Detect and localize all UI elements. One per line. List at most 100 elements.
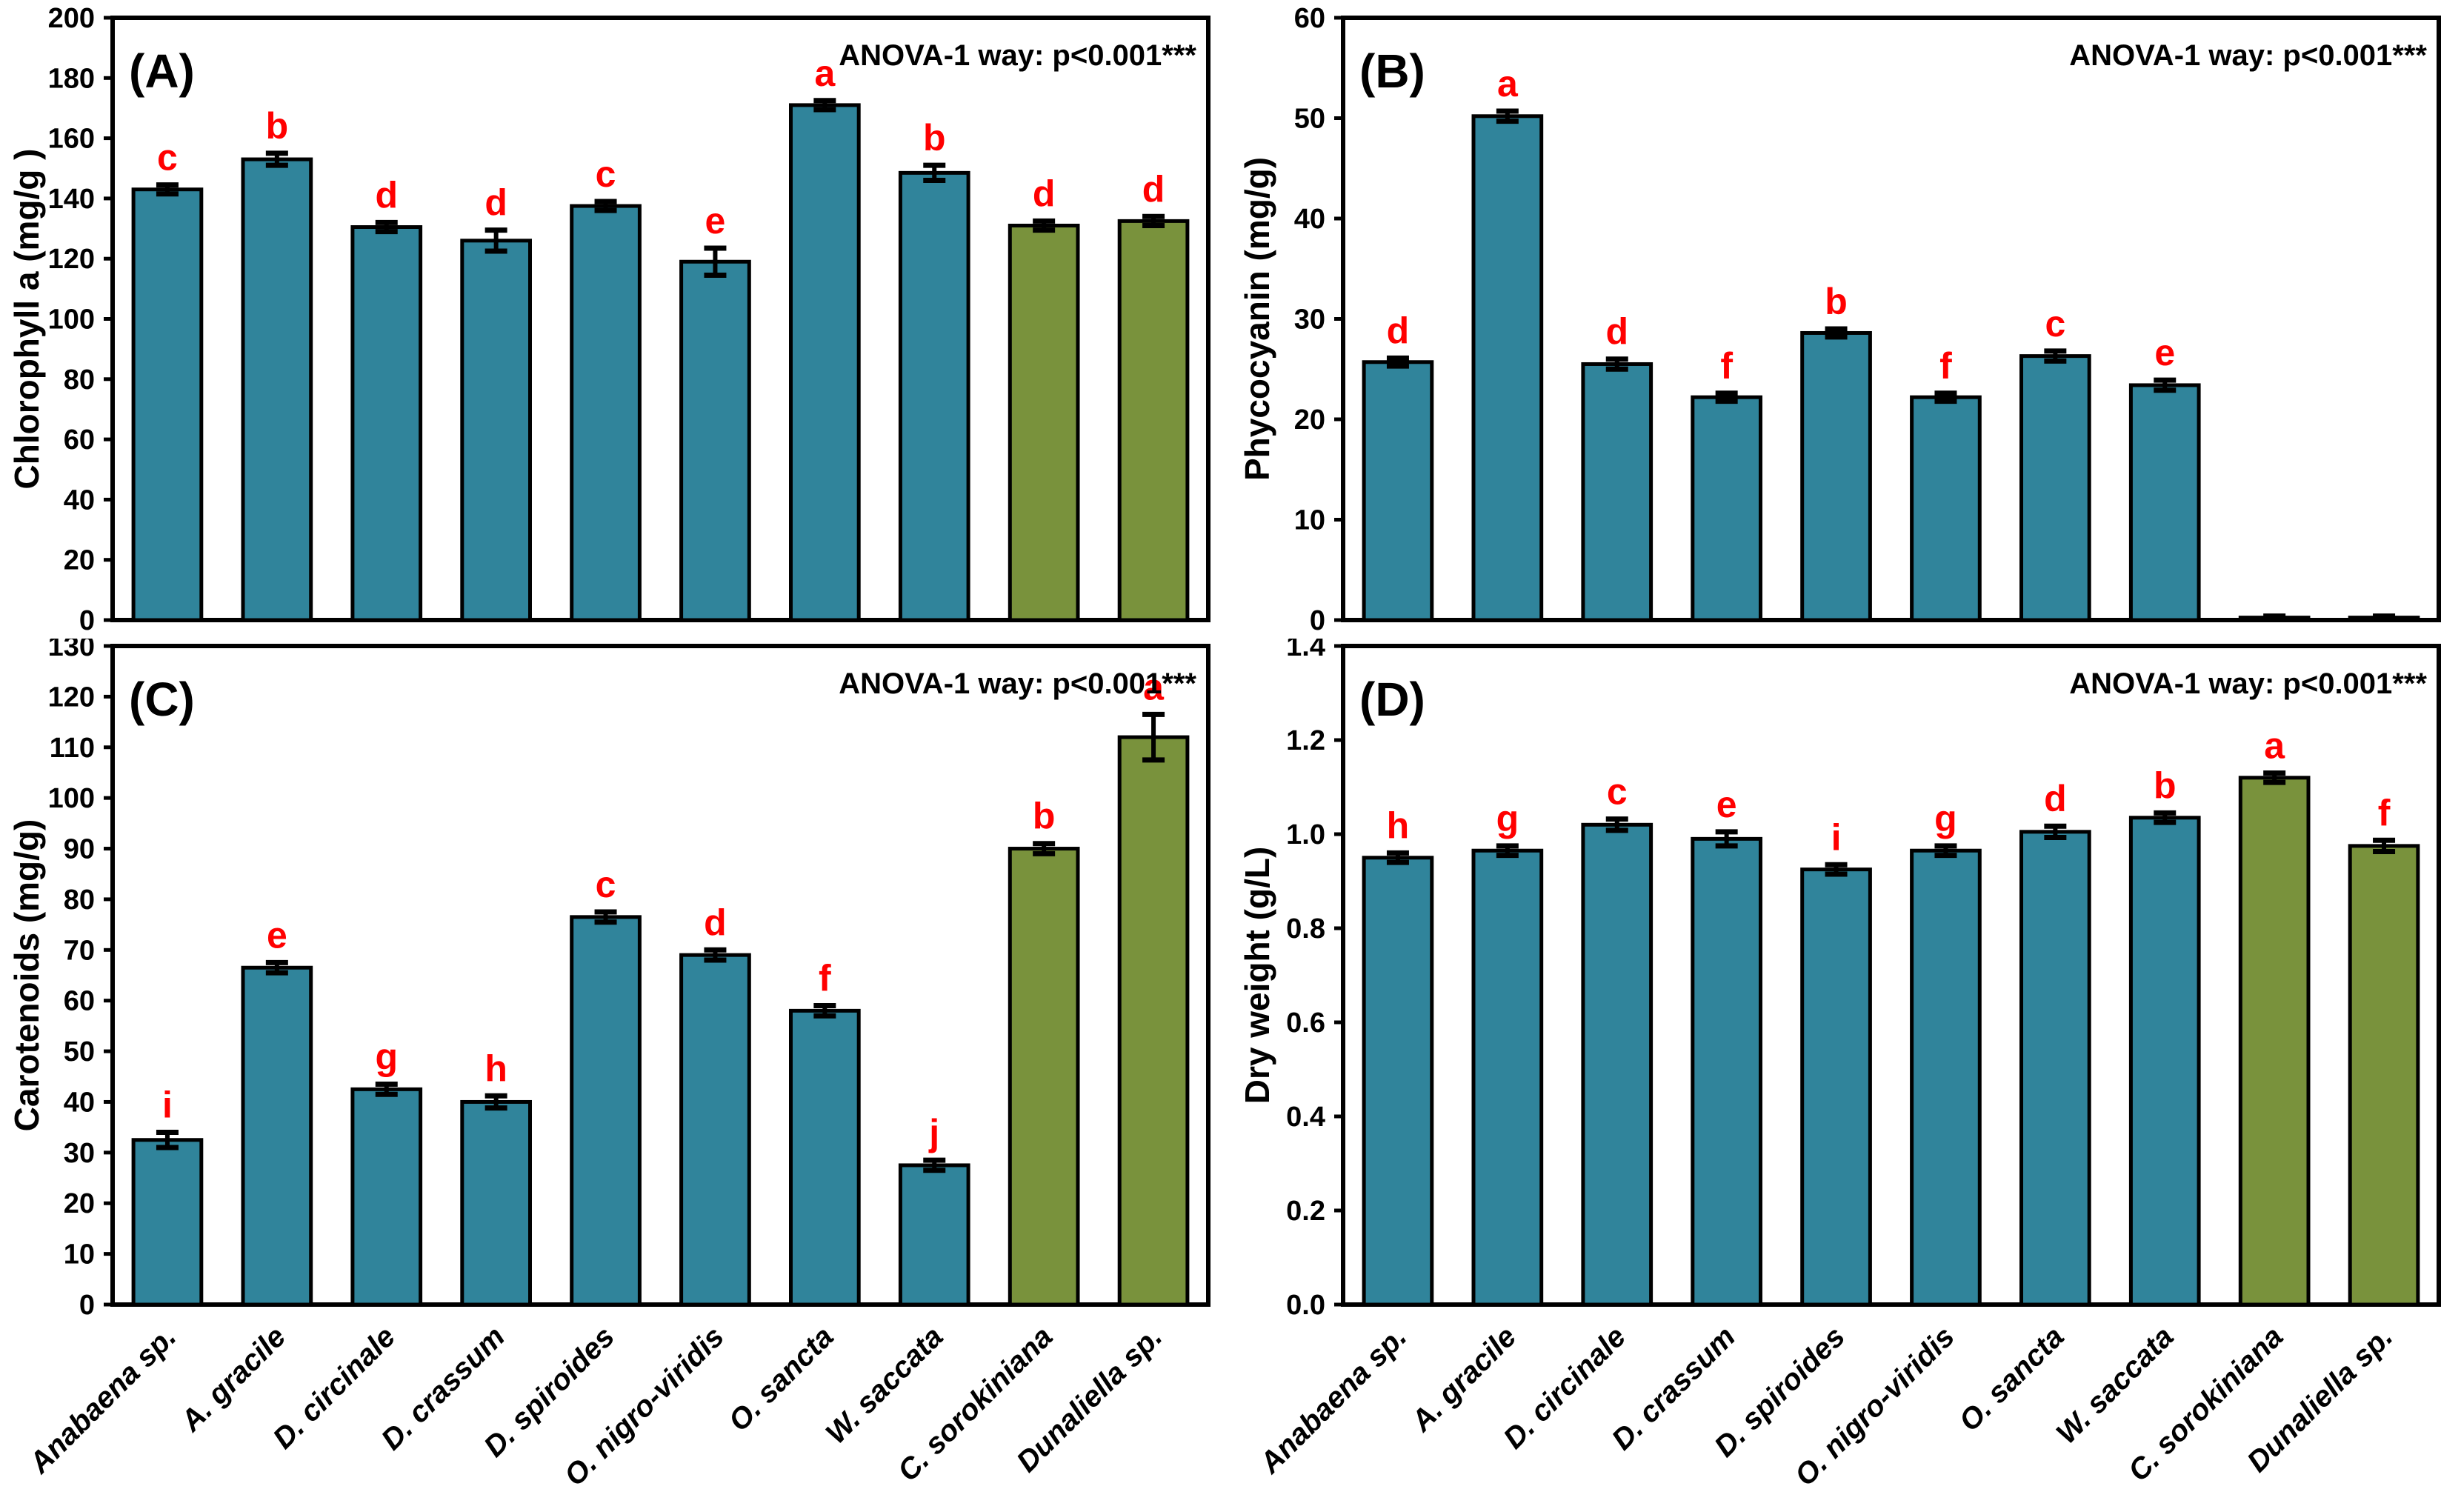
panel-c-carotenoids-chart: 0 10 20 30 40 50 60 70 80 90 100 110 120 130 Carotenoi… (7, 639, 1210, 1493)
x-category-label: A. gracile (174, 1320, 292, 1438)
x-category-label: O. sancta (722, 1320, 839, 1437)
anova-annotation: ANOVA-1 way: p<0.001*** (839, 667, 1196, 700)
bar (1471, 114, 1544, 622)
significance-letter: b (1825, 281, 1848, 322)
y-tick-label: 140 (48, 184, 95, 215)
bar (460, 239, 532, 622)
anova-annotation: ANOVA-1 way: p<0.001*** (839, 39, 1196, 72)
y-tick-label: 10 (64, 1239, 95, 1270)
significance-letter: d (704, 902, 727, 943)
y-tick-label: 100 (48, 783, 95, 814)
bar (1117, 735, 1190, 1307)
y-tick-label: 20 (64, 545, 95, 576)
bar (350, 225, 423, 622)
y-tick-label: 60 (64, 424, 95, 456)
bar (679, 259, 751, 622)
significance-letter: d (484, 182, 507, 224)
x-category-label: Anabaena sp. (23, 1320, 183, 1480)
y-tick-label: 0.4 (1286, 1102, 1325, 1133)
bar (570, 204, 642, 622)
y-tick-label: 20 (1294, 404, 1325, 436)
anova-annotation: ANOVA-1 way: p<0.001*** (2069, 39, 2427, 72)
y-tick-label: 10 (1294, 505, 1325, 536)
significance-letter: f (2378, 792, 2391, 833)
y-tick-label: 40 (1294, 204, 1325, 235)
y-tick-label: 0 (1310, 605, 1325, 636)
x-category-label: O. sancta (1953, 1320, 2070, 1437)
bar (1800, 330, 1872, 622)
bar (241, 965, 313, 1307)
significance-letter: e (705, 200, 726, 242)
significance-letter: c (596, 864, 616, 905)
significance-letter: b (923, 117, 946, 159)
y-tick-label: 0.8 (1286, 913, 1325, 945)
panel-letter: (C) (129, 673, 195, 726)
y-tick-label: 0.6 (1286, 1008, 1325, 1039)
significance-letter: d (375, 174, 398, 216)
significance-letter: g (1496, 798, 1519, 839)
significance-letter: c (596, 153, 616, 195)
significance-letter: h (484, 1048, 507, 1089)
significance-letter: d (2044, 778, 2067, 819)
bar (1471, 848, 1544, 1307)
bar (789, 103, 861, 622)
significance-letter: d (1605, 311, 1628, 353)
y-tick-label: 110 (50, 733, 95, 764)
panel-letter: (D) (1359, 673, 1425, 726)
y-axis-title: Dry weight (g/L) (1238, 847, 1276, 1105)
y-axis-title: Chlorophyll a (mg/g ) (7, 149, 46, 490)
significance-letter: b (2154, 765, 2177, 806)
y-axis-title: Phycocyanin (mg/g) (1238, 157, 1276, 481)
y-axis-title: Carotenoids (mg/g) (7, 819, 46, 1132)
significance-letter: a (1143, 666, 1165, 707)
y-tick-label: 0 (79, 605, 95, 636)
significance-letter: e (267, 914, 287, 956)
y-tick-label: 120 (48, 244, 95, 275)
bar (2019, 354, 2091, 622)
y-tick-label: 90 (64, 834, 95, 865)
significance-letter: f (819, 958, 831, 999)
y-tick-label: 80 (64, 364, 95, 396)
y-tick-label: 50 (64, 1036, 95, 1068)
anova-annotation: ANOVA-1 way: p<0.001*** (2069, 667, 2427, 700)
significance-letter: g (375, 1036, 398, 1078)
y-tick-label: 100 (48, 304, 95, 336)
significance-letter: b (1033, 796, 1056, 837)
bar (1691, 395, 1762, 622)
significance-letter: e (1716, 784, 1737, 825)
y-tick-label: 1.4 (1286, 639, 1325, 662)
bar (1581, 362, 1654, 622)
y-tick-label: 180 (48, 63, 95, 94)
bar (2019, 830, 2091, 1307)
bar (570, 915, 642, 1307)
panel-b-phycocyanin-chart: 0 10 20 30 40 50 60 Phycocyanin (mg/g) d a d f b f c e (… (1238, 3, 2441, 636)
bar (1362, 856, 1434, 1307)
significance-letter: e (2154, 332, 2175, 373)
bar (789, 1008, 861, 1307)
bar (1910, 848, 1982, 1307)
significance-letter: f (1720, 345, 1733, 387)
panel-d-dry-weight-chart: 0.0 0.2 0.4 0.6 0.8 1.0 1.2 1.4 Dry weight (g/L)… (1238, 639, 2441, 1493)
bar (1117, 219, 1190, 622)
significance-letter: i (162, 1084, 173, 1125)
y-tick-label: 80 (64, 885, 95, 916)
significance-letter: a (2264, 725, 2285, 766)
bar (2348, 844, 2420, 1307)
y-tick-label: 200 (48, 3, 95, 34)
significance-letter: c (157, 137, 178, 179)
significance-letter: d (1142, 168, 1165, 210)
bar (350, 1087, 423, 1307)
y-tick-label: 120 (48, 682, 95, 713)
bar (898, 1163, 970, 1307)
significance-letter: c (1607, 771, 1628, 813)
bar (2128, 383, 2201, 622)
y-tick-label: 1.0 (1286, 819, 1325, 850)
significance-letter: h (1387, 805, 1410, 846)
y-tick-label: 0.2 (1286, 1196, 1325, 1227)
y-tick-label: 40 (64, 1087, 95, 1118)
bar (679, 953, 751, 1307)
y-tick-label: 50 (1294, 104, 1325, 135)
bar (1581, 822, 1654, 1307)
